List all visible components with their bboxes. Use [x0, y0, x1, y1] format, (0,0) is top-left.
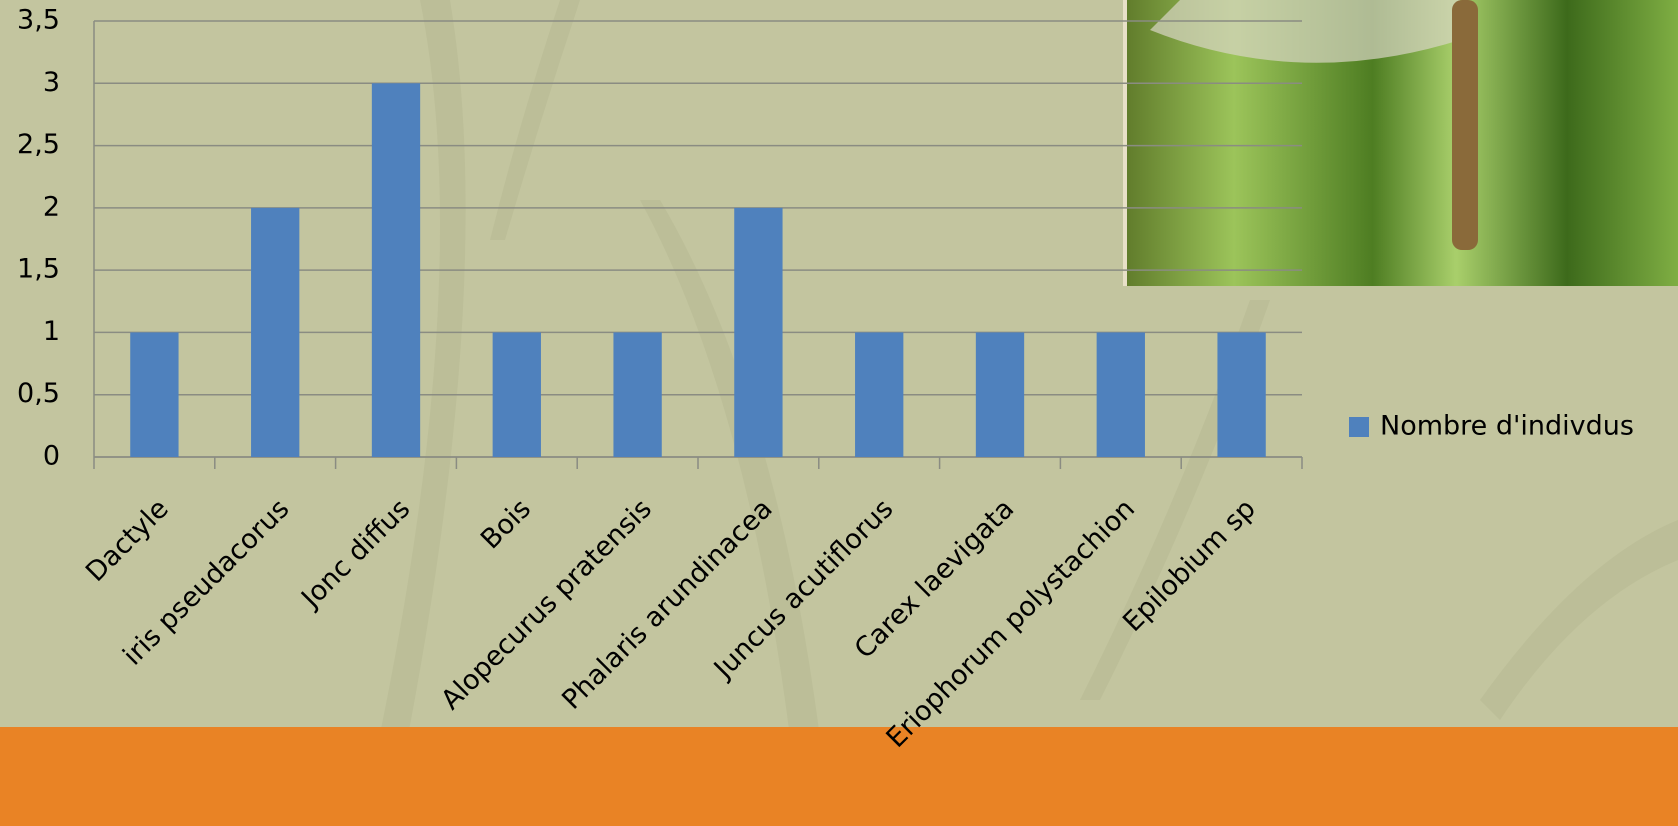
bar	[492, 332, 541, 457]
bar	[251, 207, 300, 457]
y-tick-label: 1,5	[17, 254, 60, 285]
bar	[734, 207, 783, 457]
bar	[1217, 332, 1266, 457]
y-tick-label: 3	[43, 67, 60, 98]
bar	[613, 332, 662, 457]
y-tick-label: 1	[43, 316, 60, 347]
bar	[130, 332, 179, 457]
bar	[371, 83, 421, 458]
legend-label: Nombre d'indivdus	[1380, 411, 1634, 442]
y-tick-label: 2,5	[17, 129, 60, 160]
y-tick-label: 0	[43, 441, 60, 472]
legend-swatch	[1349, 417, 1369, 437]
bar	[975, 332, 1025, 457]
photo	[1123, 0, 1678, 286]
y-tick-label: 3,5	[17, 5, 60, 36]
y-tick-label: 0,5	[17, 378, 60, 409]
bar	[1096, 332, 1145, 457]
y-tick-label: 2	[43, 191, 60, 222]
footer-band	[0, 727, 1678, 826]
bar	[855, 332, 904, 457]
